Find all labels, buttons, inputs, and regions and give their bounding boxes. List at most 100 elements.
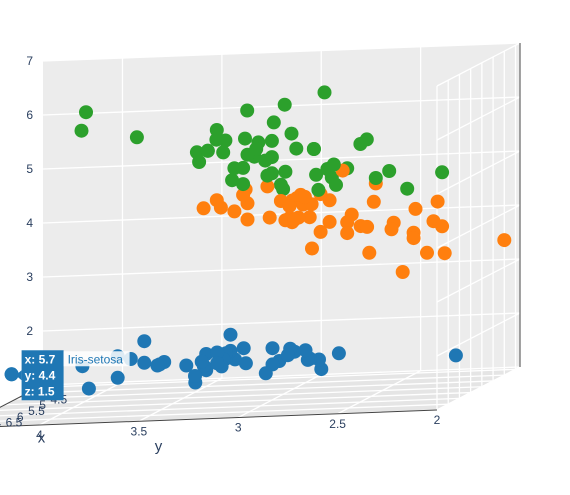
data-point[interactable] [329,177,343,192]
data-point[interactable] [74,123,89,138]
x-tick-label: 6.5 [6,416,23,430]
data-point[interactable] [258,366,273,381]
data-point[interactable] [277,97,292,112]
data-point[interactable] [213,200,228,215]
data-point[interactable] [278,164,293,179]
data-point[interactable] [298,343,313,358]
data-point[interactable] [194,354,209,369]
data-point[interactable] [81,381,96,396]
data-point[interactable] [179,358,194,373]
data-point[interactable] [448,348,463,363]
data-point[interactable] [437,246,452,261]
data-point[interactable] [400,181,415,196]
x-tick-label: 6 [17,410,24,424]
data-point[interactable] [282,199,297,214]
data-point[interactable] [362,245,377,260]
z-tick-label: 5 [26,162,33,176]
data-point[interactable] [210,356,225,371]
data-point[interactable] [311,182,326,197]
axis-edge-line [0,409,438,427]
data-point[interactable] [227,204,242,219]
gridline-z-side [436,42,521,87]
gridline-y-floor [337,370,421,415]
data-point[interactable] [266,115,281,130]
gridline-y-floor [39,381,123,426]
y-tick-label: 4 [36,428,43,442]
data-point[interactable] [430,194,445,209]
gridline-z-side [436,366,521,411]
data-point[interactable] [225,173,240,188]
data-point[interactable] [435,165,450,180]
data-point[interactable] [209,132,224,147]
data-point[interactable] [150,358,165,373]
data-point[interactable] [236,187,251,202]
hover-box [21,350,64,401]
data-point[interactable] [238,131,252,146]
data-point[interactable] [262,210,277,225]
data-point[interactable] [273,177,288,192]
data-point[interactable] [360,219,375,234]
data-point[interactable] [188,369,202,383]
data-point[interactable] [340,215,355,230]
data-point[interactable] [284,126,299,141]
data-point[interactable] [236,160,251,175]
z-tick-label: 3 [26,270,33,284]
data-point[interactable] [289,141,304,156]
data-point[interactable] [359,132,374,147]
data-point[interactable] [366,194,381,209]
data-point[interactable] [79,105,93,120]
data-point[interactable] [302,210,317,225]
data-point[interactable] [280,348,295,363]
data-point[interactable] [420,245,434,260]
data-point[interactable] [435,219,450,234]
data-point[interactable] [258,153,273,168]
data-point[interactable] [340,226,355,241]
y-axis-title: y [155,438,163,455]
data-point[interactable] [326,157,341,172]
data-point[interactable] [322,214,337,229]
data-point[interactable] [210,345,225,360]
y-tick-label: 2.5 [329,417,346,431]
data-point[interactable] [196,201,211,216]
data-point[interactable] [287,213,301,227]
data-point[interactable] [238,356,253,371]
data-point[interactable] [305,241,319,256]
data-point[interactable] [129,130,144,145]
data-point[interactable] [368,171,383,185]
gridline-z-back [42,258,521,278]
data-points[interactable] [4,85,512,396]
data-point[interactable] [265,341,280,356]
data-point[interactable] [240,103,255,118]
data-point[interactable] [236,177,251,192]
data-point[interactable] [264,133,279,148]
data-point[interactable] [384,222,399,237]
data-point[interactable] [297,189,312,204]
data-point[interactable] [236,341,251,356]
data-point[interactable] [331,346,346,361]
data-point[interactable] [382,164,397,178]
data-point[interactable] [395,265,410,279]
data-point[interactable] [313,224,328,239]
data-point[interactable] [137,355,152,370]
data-point[interactable] [137,334,152,349]
data-point[interactable] [189,145,204,160]
data-point[interactable] [406,231,421,246]
y-tick-label: 2 [434,413,441,427]
z-tick-label: 6 [26,108,33,122]
data-point[interactable] [260,168,275,183]
data-point[interactable] [200,143,215,158]
hover-line: z: 1.5 [25,384,55,398]
data-point[interactable] [240,212,255,227]
data-point[interactable] [317,85,332,100]
data-point[interactable] [249,142,264,156]
data-point[interactable] [223,327,238,342]
data-point[interactable] [306,142,321,156]
data-point[interactable] [260,179,275,194]
data-point[interactable] [408,201,423,216]
data-point[interactable] [110,370,125,385]
data-point[interactable] [309,167,324,182]
data-point[interactable] [497,233,512,248]
data-point[interactable] [216,145,231,160]
